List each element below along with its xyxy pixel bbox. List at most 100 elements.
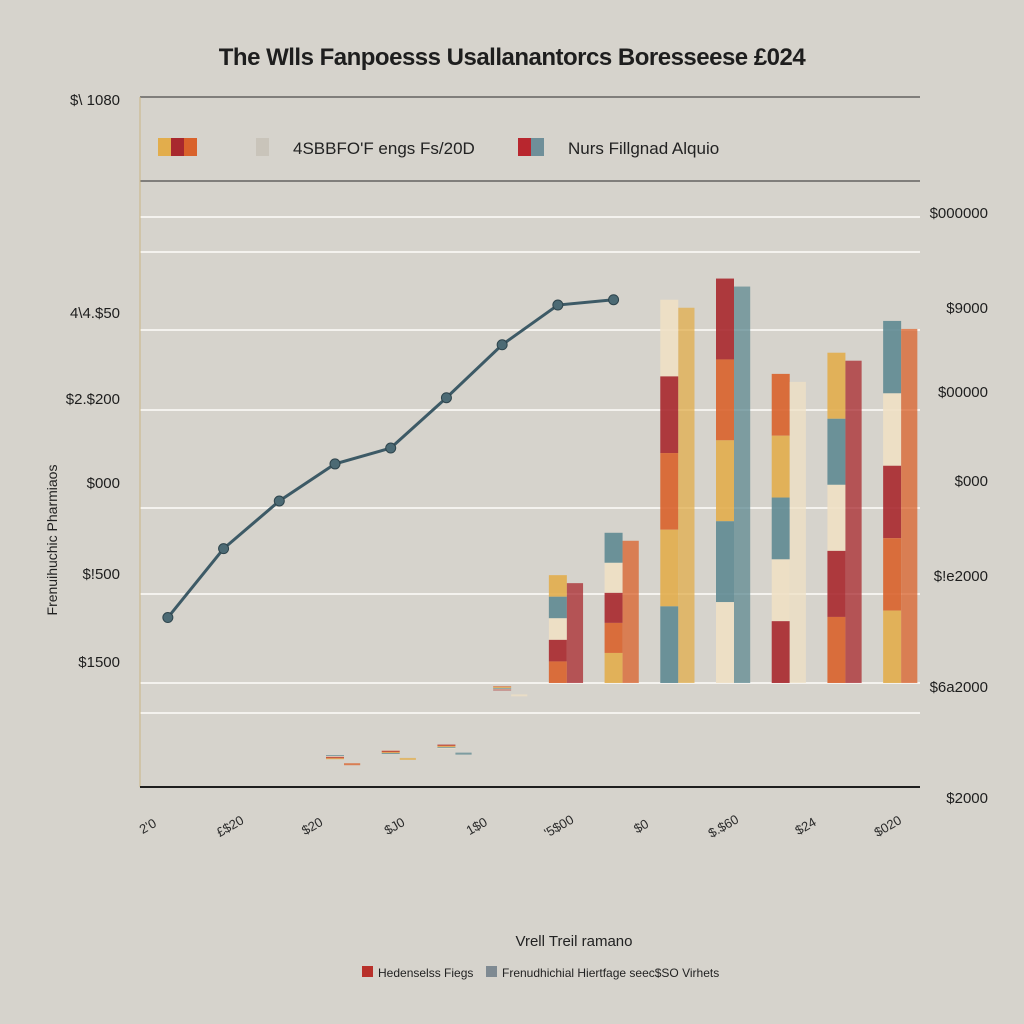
bar bbox=[381, 749, 416, 760]
bar bbox=[437, 744, 472, 755]
bar-segment bbox=[326, 757, 344, 759]
bar-segment bbox=[381, 751, 400, 753]
bar bbox=[604, 532, 639, 683]
bar-segment bbox=[604, 592, 623, 623]
legend-item bbox=[158, 138, 197, 156]
bar-segment bbox=[344, 763, 361, 766]
right-tick-label: $6a2000 bbox=[930, 679, 988, 696]
bar-segment bbox=[660, 529, 679, 607]
x-tick-label: $0 bbox=[631, 816, 651, 836]
bar-segment bbox=[548, 661, 567, 683]
right-tick-label: $2000 bbox=[946, 790, 988, 807]
legend-swatch bbox=[184, 138, 197, 156]
line-point bbox=[162, 612, 174, 624]
bar-segment bbox=[381, 750, 400, 752]
bar-segment bbox=[493, 689, 512, 691]
bar-segment bbox=[511, 694, 528, 697]
left-tick-label: 4\4.$50 bbox=[70, 305, 120, 322]
bar-segment bbox=[716, 602, 734, 683]
bar-segment bbox=[326, 756, 344, 758]
bar-segment bbox=[604, 652, 623, 683]
bar-segment bbox=[493, 686, 512, 688]
x-tick-label: $J0 bbox=[382, 814, 408, 837]
bottom-legend-item: Frenudhichial Hiertfage seec$SO Virhets bbox=[486, 966, 719, 980]
line-point bbox=[273, 495, 285, 507]
y-axis-label: Frenuihuchic Pharmiaos bbox=[44, 465, 60, 616]
right-tick-label: $000 bbox=[955, 473, 988, 490]
bar-segment bbox=[548, 596, 567, 619]
x-tick-label: '5$00 bbox=[542, 812, 577, 841]
legend-swatch bbox=[486, 966, 497, 977]
bar bbox=[493, 686, 528, 697]
bar-segment bbox=[326, 755, 344, 757]
bar-segment bbox=[827, 550, 846, 617]
x-tick-label: $.$60 bbox=[705, 811, 741, 840]
bar-segment bbox=[381, 752, 400, 754]
bar-segment bbox=[437, 744, 456, 746]
bar-segment bbox=[493, 688, 512, 690]
x-tick-label: £$20 bbox=[214, 812, 247, 839]
tick-labels: $\ 1080 4\4.$50 $2.$200 $000 $!500 $1500 $0000… bbox=[66, 92, 988, 807]
line-point bbox=[385, 442, 397, 454]
bar-segment bbox=[437, 746, 456, 748]
legend-label: Nurs Fillgnad Alquio bbox=[568, 139, 719, 158]
bar-segment bbox=[883, 538, 902, 611]
bar-segment bbox=[901, 328, 918, 683]
right-tick-label: $00000 bbox=[938, 384, 988, 401]
legend-swatch bbox=[362, 966, 373, 977]
bar-segment bbox=[437, 747, 456, 749]
bar-segment bbox=[716, 278, 734, 360]
bar-segment bbox=[716, 521, 734, 603]
bar bbox=[771, 373, 806, 683]
legend-label: Hedenselss Fiegs bbox=[378, 966, 473, 980]
legend-label: 4SBBFO'F engs Fs/20D bbox=[293, 139, 475, 158]
bar-segment bbox=[493, 687, 512, 688]
bar-segment bbox=[399, 757, 416, 760]
bar-segment bbox=[883, 320, 902, 394]
left-tick-label: $\ 1080 bbox=[70, 92, 120, 109]
bar-segment bbox=[789, 381, 806, 683]
bar-segment bbox=[548, 618, 567, 640]
bar-segment bbox=[437, 745, 456, 747]
bar-segment bbox=[771, 373, 790, 436]
legend-label: Frenudhichial Hiertfage seec$SO Virhets bbox=[502, 966, 719, 980]
bar-segment bbox=[771, 621, 790, 683]
bar-segment bbox=[660, 299, 679, 377]
bar-series bbox=[326, 278, 918, 766]
right-tick-label: $!e2000 bbox=[934, 568, 988, 585]
bar-segment bbox=[604, 562, 623, 593]
series-line bbox=[166, 298, 614, 619]
axes bbox=[139, 97, 920, 788]
right-tick-label: $9000 bbox=[946, 300, 988, 317]
bar bbox=[716, 278, 751, 683]
x-tick-labels: 2'0 £$20 $20 $J0 1$0 '5$00 $0 $.$60 $24 $020 bbox=[137, 811, 904, 840]
bar-segment bbox=[734, 286, 751, 683]
line-point bbox=[608, 294, 620, 306]
line-point bbox=[440, 392, 452, 404]
top-legend: 4SBBFO'F engs Fs/20D Nurs Fillgnad Alquio bbox=[158, 138, 719, 158]
left-tick-label: $!500 bbox=[82, 566, 120, 583]
line-point bbox=[218, 543, 230, 555]
bottom-legend: Hedenselss Fiegs Frenudhichial Hiertfage … bbox=[362, 966, 719, 980]
bar-segment bbox=[622, 540, 639, 683]
bar bbox=[827, 352, 862, 683]
bar-segment bbox=[455, 752, 472, 755]
bar-segment bbox=[548, 575, 567, 597]
bar-segment bbox=[883, 465, 902, 539]
bar-segment bbox=[771, 559, 790, 622]
legend-swatch bbox=[518, 138, 531, 156]
left-tick-label: $1500 bbox=[78, 654, 120, 671]
legend-swatch bbox=[158, 138, 171, 156]
line-point bbox=[496, 339, 508, 351]
bar bbox=[660, 299, 695, 683]
bar-segment bbox=[716, 359, 734, 441]
x-axis-label: Vrell Treil ramano bbox=[516, 933, 633, 950]
bar-segment bbox=[604, 622, 623, 653]
bar-segment bbox=[326, 758, 344, 760]
x-tick-label: 1$0 bbox=[463, 814, 489, 838]
line-point bbox=[552, 299, 564, 311]
bar-segment bbox=[716, 440, 734, 522]
bottom-legend-item: Hedenselss Fiegs bbox=[362, 966, 473, 980]
x-tick-label: 2'0 bbox=[137, 815, 159, 836]
